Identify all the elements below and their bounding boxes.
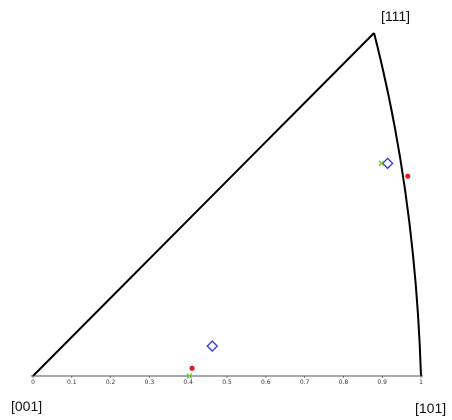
edge-111-101 xyxy=(373,32,422,377)
tick-label: 0.5 xyxy=(222,379,232,386)
tick-label: 0.7 xyxy=(300,379,310,386)
cross-upper-marker xyxy=(378,160,385,167)
tick-label: 0.2 xyxy=(106,379,116,386)
corner-label-001: [001] xyxy=(11,398,42,414)
tick-label: 1 xyxy=(419,379,423,386)
corner-label-111: [111] xyxy=(381,8,410,24)
tick-label: 0.3 xyxy=(145,379,155,386)
tick-label: 0.4 xyxy=(183,379,193,386)
tick-label: 0.6 xyxy=(261,379,271,386)
cross-lower-marker xyxy=(186,373,193,379)
tick-label: 0.1 xyxy=(67,379,77,386)
edge-001-111 xyxy=(32,32,375,377)
dot-lower-marker xyxy=(189,365,195,371)
dot-upper-marker xyxy=(405,173,411,179)
corner-label-101: [101] xyxy=(415,400,446,416)
bottom-axis: 0 0.1 0.2 0.3 0.4 0.5 0.6 0.7 0.8 0.9 1 xyxy=(31,375,423,386)
diamond-lower-marker xyxy=(206,340,219,353)
cross-stroke xyxy=(378,160,385,167)
diamond-upper-marker xyxy=(381,157,394,170)
tick-label: 0.8 xyxy=(339,379,349,386)
tick-label: 0 xyxy=(31,379,35,386)
data-markers xyxy=(186,157,411,379)
triangle-outline xyxy=(32,32,422,377)
cross-stroke xyxy=(186,373,193,379)
tick-label: 0.9 xyxy=(377,379,387,386)
